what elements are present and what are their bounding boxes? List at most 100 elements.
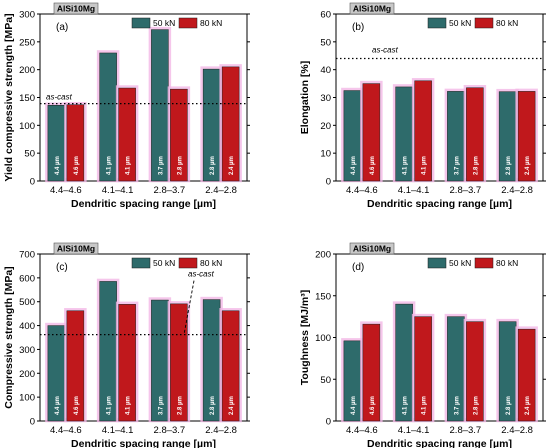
y-tick-label: 0	[326, 417, 331, 428]
legend-label-80kn: 80 kN	[496, 258, 518, 268]
as-cast-label: as-cast	[46, 93, 73, 102]
y-tick-label: 200	[19, 65, 35, 76]
x-axis-label: Dendritic spacing range [µm]	[71, 438, 216, 448]
y-tick-label: 150	[315, 291, 331, 302]
bar-80kn	[221, 66, 240, 182]
chart-panel-1: 0 50 100 150 200 250 300 Yield compressive stre…	[3, 2, 250, 210]
panel-label: (a)	[56, 22, 68, 33]
bar-spacing-label: 2.8 µm	[473, 156, 479, 175]
bar-spacing-label: 2.4 µm	[525, 156, 531, 175]
bar-80kn	[66, 310, 85, 422]
y-tick-label: 150	[19, 93, 35, 104]
legend-swatch-50kn	[427, 17, 447, 29]
x-tick-label: 2.8–3.7	[154, 425, 186, 436]
material-tag-label: AlSi10Mg	[353, 4, 391, 14]
y-tick-label: 700	[19, 250, 35, 261]
y-tick-label: 100	[19, 393, 35, 404]
bar-80kn	[414, 316, 432, 422]
bar-spacing-label: 4.1 µm	[403, 396, 409, 415]
y-axis-label: Toughness [MJ/m³]	[299, 290, 311, 385]
legend-swatch-50kn	[131, 257, 151, 269]
bar-80kn	[517, 328, 536, 422]
y-tick-label: 200	[315, 250, 331, 261]
x-tick-label: 4.1–4.1	[398, 185, 430, 196]
y-tick-label: 0	[30, 177, 35, 188]
bar-spacing-label: 4.6 µm	[370, 156, 376, 175]
x-tick-label: 4.4–4.6	[50, 185, 82, 196]
bar-80kn	[118, 87, 136, 182]
bar-spacing-label: 2.8 µm	[210, 396, 216, 415]
material-tag-label: AlSi10Mg	[353, 244, 391, 254]
as-cast-label: as-cast	[372, 46, 399, 55]
bar-spacing-label: 2.4 µm	[229, 396, 235, 415]
bar-spacing-label: 2.8 µm	[177, 156, 183, 175]
legend-label-50kn: 50 kN	[153, 18, 175, 28]
bar-spacing-label: 4.6 µm	[74, 396, 80, 415]
x-tick-label: 2.8–3.7	[154, 185, 186, 196]
legend-label-80kn: 80 kN	[200, 18, 222, 28]
bar-spacing-label: 4.1 µm	[126, 396, 132, 415]
bar-80kn	[170, 88, 188, 182]
y-tick-label: 50	[320, 37, 331, 48]
bar-spacing-label: 4.1 µm	[107, 396, 113, 415]
material-tag-label: AlSi10Mg	[57, 244, 95, 254]
chart-panel-4: 0 50 100 150 200 Toughness [MJ/m³] Dendritic s…	[299, 242, 546, 448]
legend-swatch-80kn	[178, 17, 198, 29]
bar-spacing-label: 4.6 µm	[74, 156, 80, 175]
panel-label: (c)	[56, 262, 68, 273]
x-tick-label: 4.1–4.1	[398, 425, 430, 436]
bar-spacing-label: 2.4 µm	[525, 396, 531, 415]
y-tick-label: 20	[320, 121, 331, 132]
y-tick-label: 100	[19, 121, 35, 132]
plot-frame	[39, 253, 248, 422]
bar-80kn	[170, 303, 188, 422]
y-tick-label: 600	[19, 273, 35, 284]
x-tick-label: 4.1–4.1	[102, 425, 134, 436]
bar-80kn	[517, 91, 536, 182]
bar-spacing-label: 4.1 µm	[403, 156, 409, 175]
legend-label-50kn: 50 kN	[449, 258, 471, 268]
panel-label: (b)	[352, 22, 364, 33]
y-tick-label: 40	[320, 65, 331, 76]
x-tick-label: 4.4–4.6	[346, 425, 378, 436]
x-tick-label: 2.4–2.8	[205, 185, 237, 196]
bar-spacing-label: 4.4 µm	[351, 156, 357, 175]
legend-swatch-50kn	[131, 17, 151, 29]
x-tick-label: 2.4–2.8	[501, 185, 533, 196]
legend-label-80kn: 80 kN	[200, 258, 222, 268]
bar-spacing-label: 3.7 µm	[454, 156, 460, 175]
chart-panel-3: 0 100 200 300 400 500 600 700 Compressive streng…	[3, 242, 250, 448]
bar-spacing-label: 4.1 µm	[107, 156, 113, 175]
x-axis-label: Dendritic spacing range [µm]	[367, 198, 512, 210]
x-tick-label: 4.4–4.6	[346, 185, 378, 196]
bar-spacing-label: 4.6 µm	[370, 396, 376, 415]
y-tick-label: 50	[320, 375, 331, 386]
legend-swatch-80kn	[474, 17, 494, 29]
bar-spacing-label: 4.1 µm	[126, 156, 132, 175]
y-axis-label: Compressive strength [MPa]	[3, 266, 15, 408]
legend-swatch-50kn	[427, 257, 447, 269]
as-cast-leader	[183, 280, 195, 335]
x-tick-label: 2.4–2.8	[205, 425, 237, 436]
x-tick-label: 2.8–3.7	[450, 185, 482, 196]
bar-spacing-label: 4.4 µm	[55, 156, 61, 175]
y-tick-label: 60	[320, 10, 331, 21]
bar-80kn	[221, 310, 240, 422]
x-tick-label: 4.1–4.1	[102, 185, 134, 196]
bar-spacing-label: 3.7 µm	[158, 396, 164, 415]
bar-80kn	[414, 80, 432, 182]
bar-spacing-label: 2.8 µm	[177, 396, 183, 415]
x-axis-label: Dendritic spacing range [µm]	[71, 198, 216, 210]
bar-spacing-label: 2.8 µm	[506, 396, 512, 415]
y-tick-label: 200	[19, 369, 35, 380]
y-axis-label: Yield compressive strength [MPa]	[3, 13, 15, 181]
bar-spacing-label: 2.8 µm	[506, 156, 512, 175]
bar-spacing-label: 3.7 µm	[454, 396, 460, 415]
x-tick-label: 2.4–2.8	[501, 425, 533, 436]
y-tick-label: 10	[320, 149, 331, 160]
y-tick-label: 250	[19, 37, 35, 48]
bar-spacing-label: 4.4 µm	[351, 396, 357, 415]
bar-80kn	[466, 87, 484, 182]
bar-spacing-label: 3.7 µm	[158, 156, 164, 175]
y-tick-label: 300	[19, 10, 35, 21]
